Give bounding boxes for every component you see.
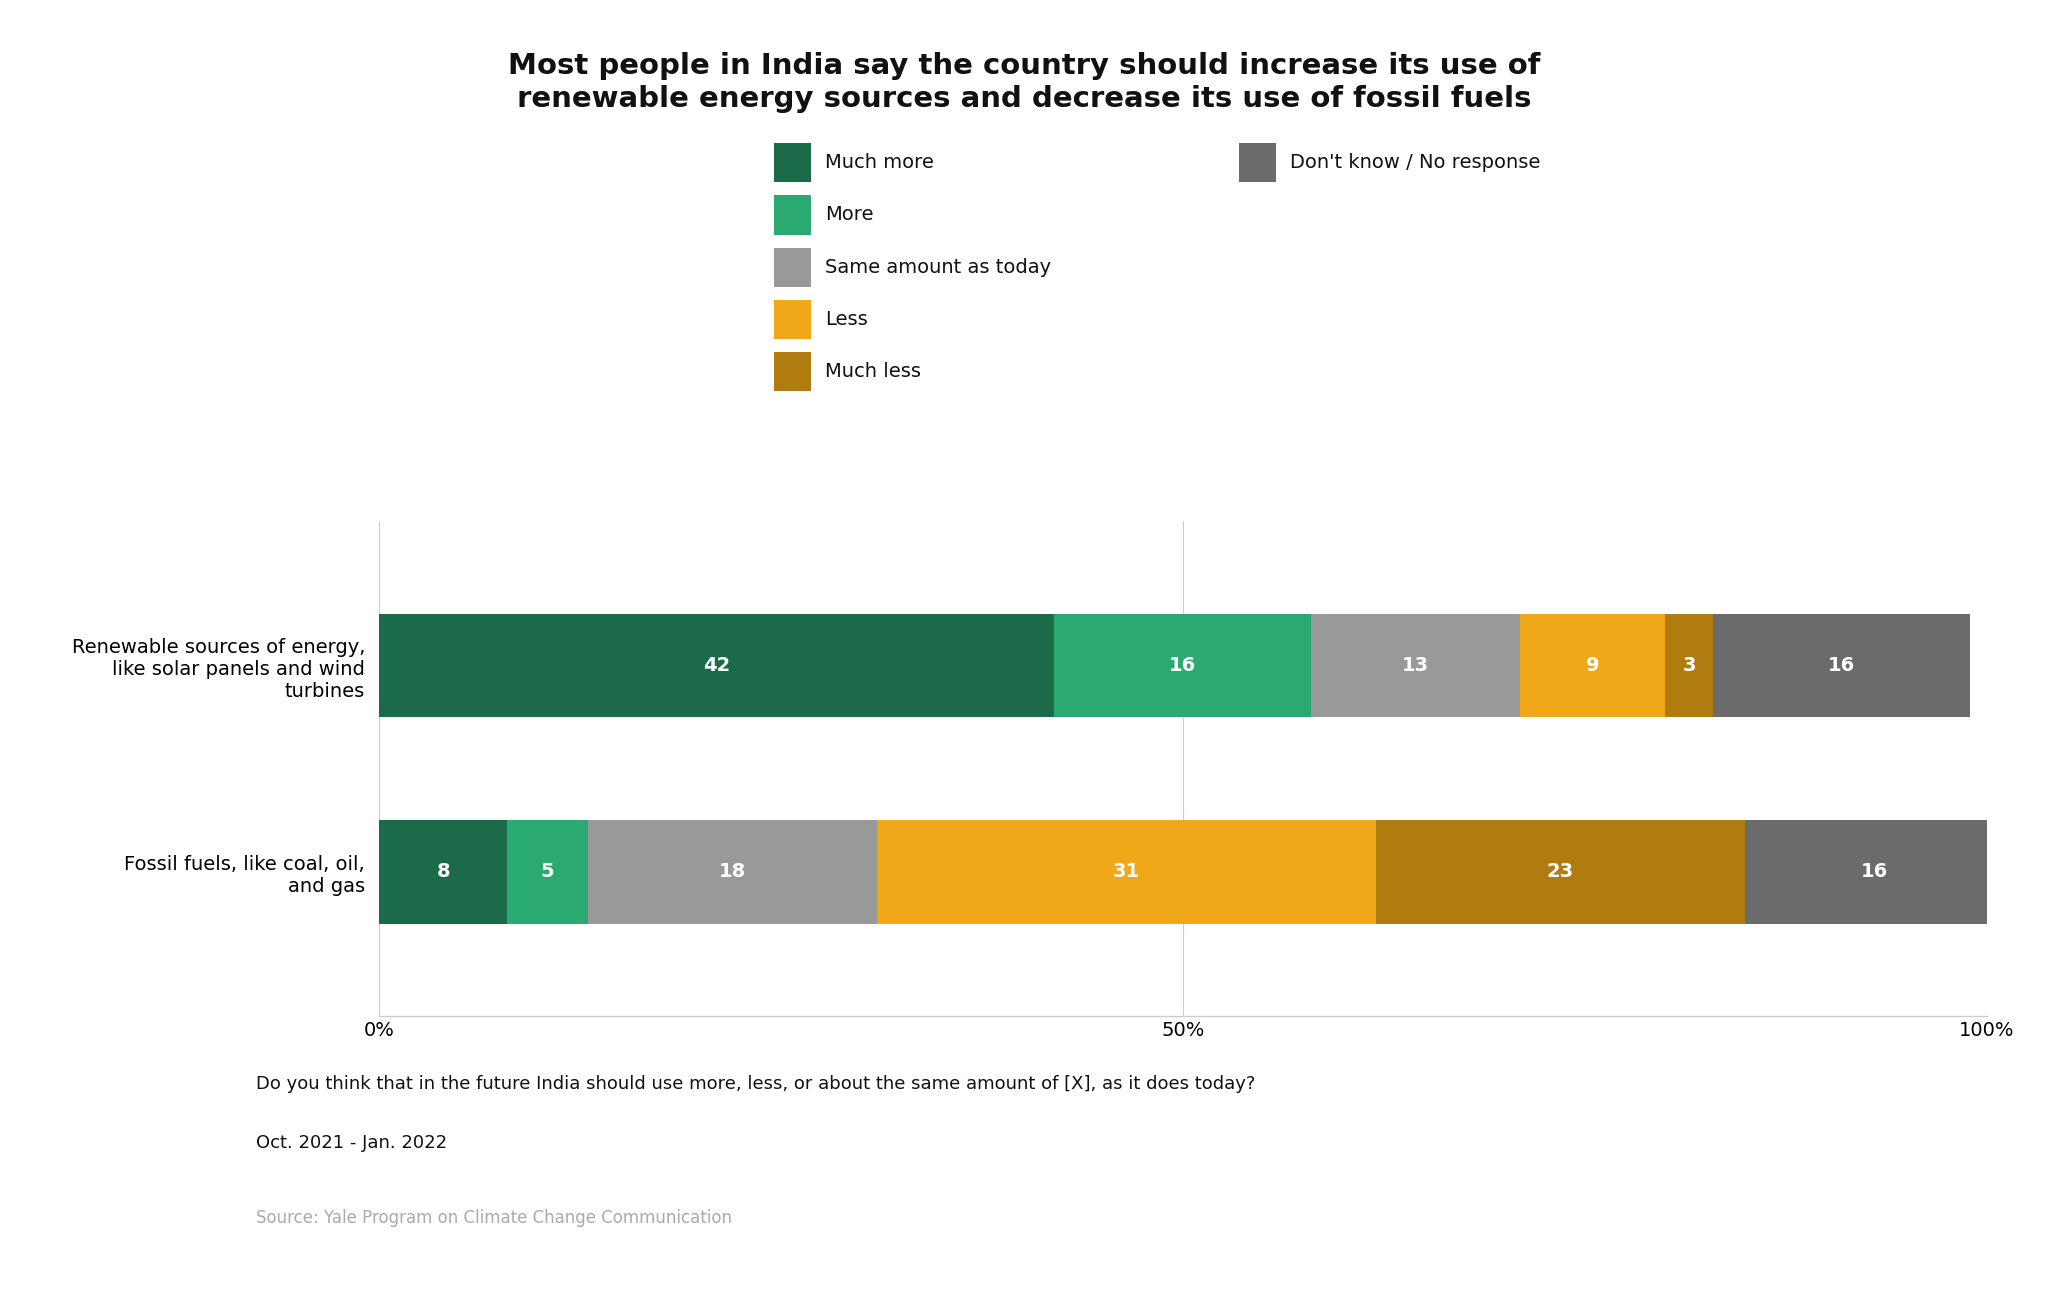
Text: 5: 5 bbox=[541, 863, 555, 881]
Bar bbox=[1520, 614, 1665, 717]
Bar bbox=[588, 821, 877, 924]
Text: 18: 18 bbox=[719, 863, 745, 881]
Text: Same amount as today: Same amount as today bbox=[825, 258, 1051, 276]
Text: 9: 9 bbox=[1585, 657, 1599, 675]
Text: 8: 8 bbox=[436, 863, 451, 881]
Text: 16: 16 bbox=[1860, 863, 1888, 881]
Bar bbox=[379, 821, 508, 924]
Text: Most people in India say the country should increase its use of
renewable energy: Most people in India say the country sho… bbox=[508, 52, 1540, 112]
Text: 13: 13 bbox=[1403, 657, 1430, 675]
Text: Source: Yale Program on Climate Change Communication: Source: Yale Program on Climate Change C… bbox=[256, 1209, 731, 1227]
Text: 16: 16 bbox=[1169, 657, 1196, 675]
Text: Do you think that in the future India should use more, less, or about the same a: Do you think that in the future India sh… bbox=[256, 1075, 1255, 1093]
Bar bbox=[1055, 614, 1311, 717]
Text: Oct. 2021 - Jan. 2022: Oct. 2021 - Jan. 2022 bbox=[256, 1134, 446, 1152]
Text: 31: 31 bbox=[1112, 863, 1141, 881]
Bar bbox=[508, 821, 588, 924]
Text: Much less: Much less bbox=[825, 362, 922, 380]
Text: 42: 42 bbox=[702, 657, 731, 675]
Text: 23: 23 bbox=[1546, 863, 1575, 881]
Text: 16: 16 bbox=[1829, 657, 1855, 675]
Text: More: More bbox=[825, 206, 874, 224]
Bar bbox=[1714, 614, 1970, 717]
Bar bbox=[877, 821, 1376, 924]
Bar bbox=[379, 614, 1055, 717]
Bar bbox=[1311, 614, 1520, 717]
Bar bbox=[1665, 614, 1714, 717]
Text: Less: Less bbox=[825, 310, 868, 328]
Bar bbox=[1745, 821, 2003, 924]
Bar bbox=[1376, 821, 1745, 924]
Text: Don't know / No response: Don't know / No response bbox=[1290, 154, 1540, 172]
Text: 3: 3 bbox=[1681, 657, 1696, 675]
Text: Much more: Much more bbox=[825, 154, 934, 172]
